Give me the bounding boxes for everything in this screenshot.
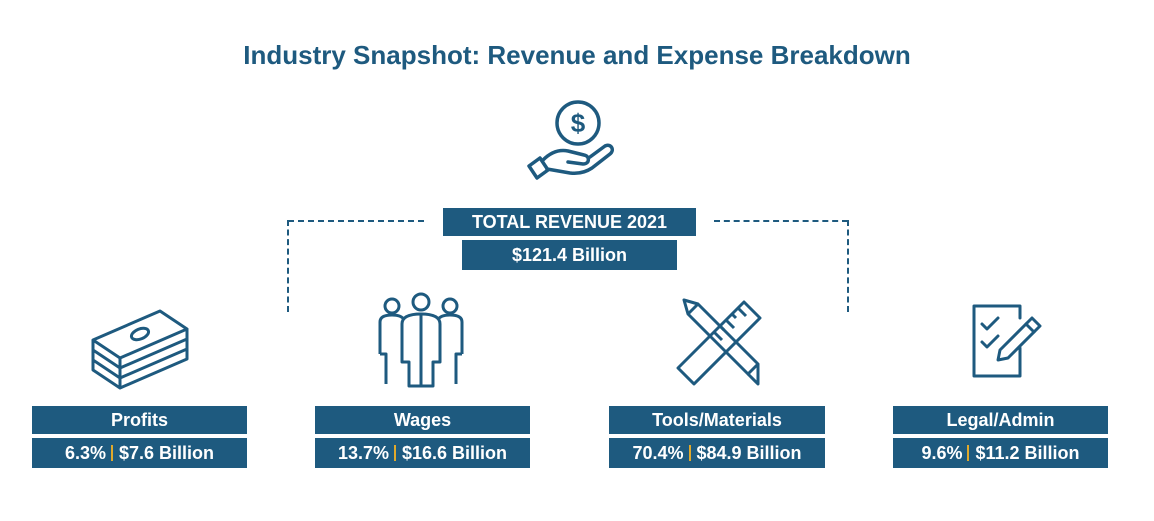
category-percent: 70.4% xyxy=(632,443,684,463)
category-percent: 9.6% xyxy=(921,443,963,463)
svg-text:$: $ xyxy=(571,108,586,138)
category-amount: $7.6 Billion xyxy=(119,443,215,463)
hand-coin-icon: $ xyxy=(522,98,622,198)
category-amount: $16.6 Billion xyxy=(402,443,508,463)
category-value-profits: 6.3% $7.6 Billion xyxy=(32,438,247,468)
total-revenue-label: TOTAL REVENUE 2021 xyxy=(443,208,696,236)
separator xyxy=(967,445,970,461)
total-revenue-value: $121.4 Billion xyxy=(462,240,677,270)
connector-left-vertical xyxy=(287,220,289,312)
category-value-wages: 13.7% $16.6 Billion xyxy=(315,438,530,468)
category-percent: 6.3% xyxy=(64,443,106,463)
category-percent: 13.7% xyxy=(337,443,389,463)
category-value-tools-materials: 70.4% $84.9 Billion xyxy=(609,438,825,468)
connector-right-vertical xyxy=(847,220,849,312)
connector-right-horizontal xyxy=(714,220,848,222)
category-value-legal-admin: 9.6% $11.2 Billion xyxy=(893,438,1108,468)
category-amount: $84.9 Billion xyxy=(696,443,802,463)
connector-left-horizontal xyxy=(288,220,424,222)
cash-stack-icon xyxy=(90,308,190,390)
separator xyxy=(111,445,113,461)
separator xyxy=(688,445,691,461)
category-amount: $11.2 Billion xyxy=(975,443,1080,463)
category-label-tools-materials: Tools/Materials xyxy=(609,406,825,434)
checklist-pen-icon xyxy=(966,302,1046,382)
separator xyxy=(394,445,396,461)
category-label-wages: Wages xyxy=(315,406,530,434)
category-label-profits: Profits xyxy=(32,406,247,434)
people-group-icon xyxy=(376,292,466,388)
category-label-legal-admin: Legal/Admin xyxy=(893,406,1108,434)
pencil-ruler-icon xyxy=(672,296,764,388)
page-title: Industry Snapshot: Revenue and Expense B… xyxy=(243,40,911,70)
